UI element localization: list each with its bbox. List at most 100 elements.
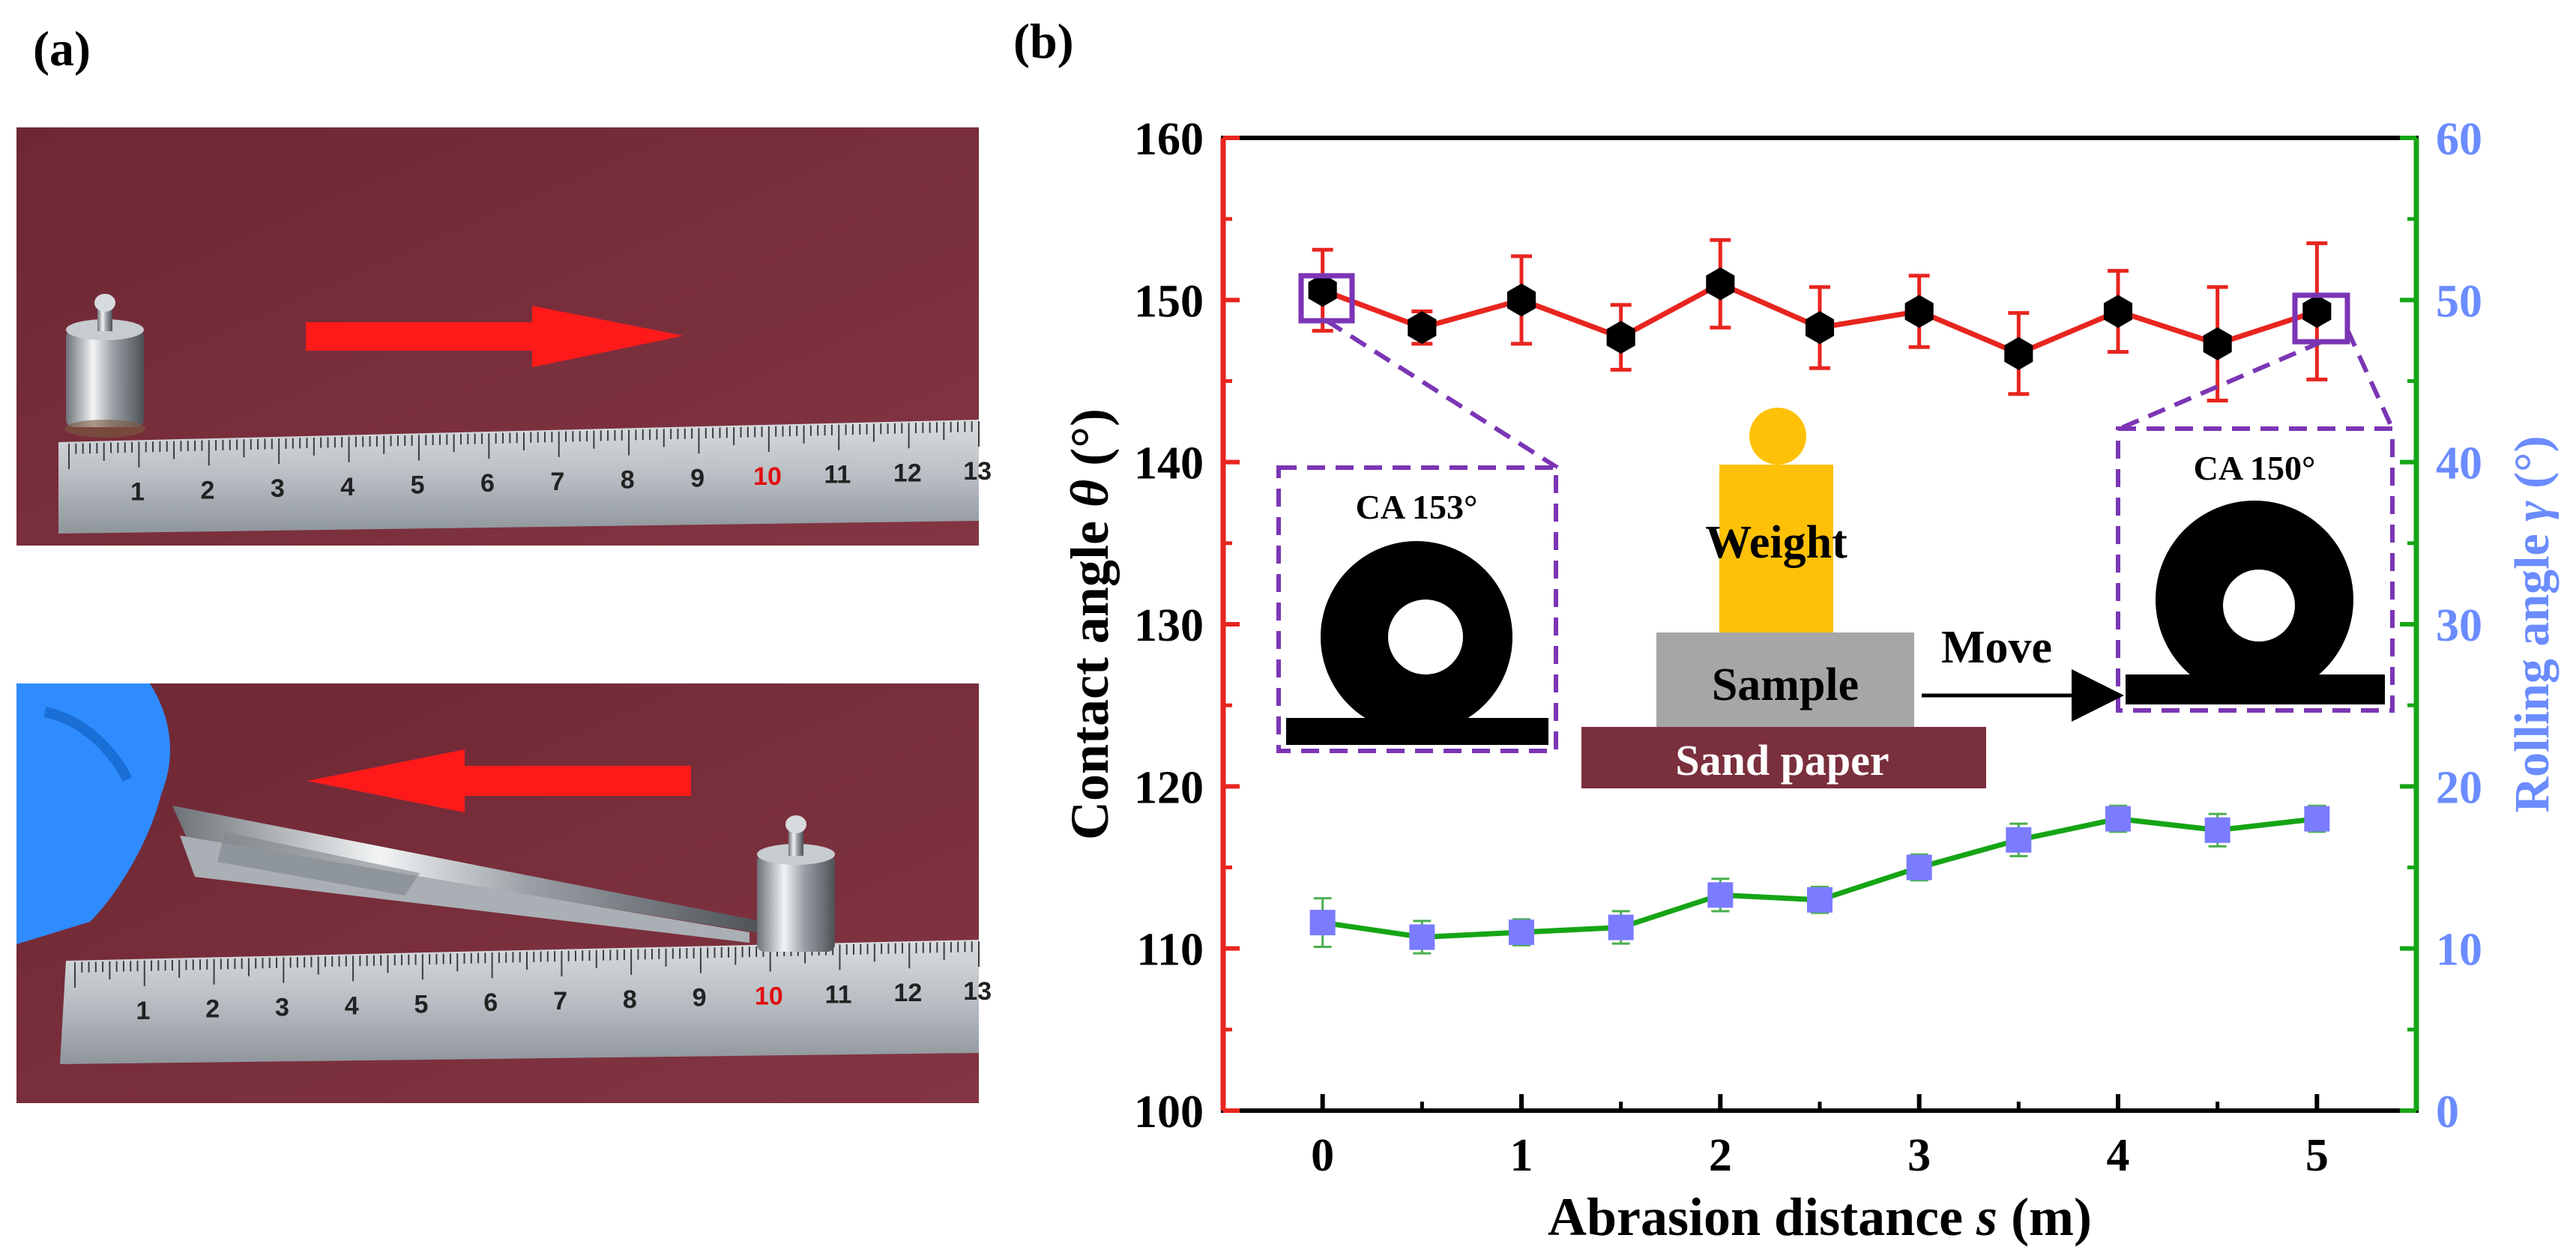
glove: [16, 683, 170, 944]
y-left-tick-label: 150: [1134, 276, 1204, 327]
ruler-number: 6: [480, 469, 495, 498]
data-point: [1706, 267, 1735, 301]
ruler-number: 9: [690, 464, 705, 492]
inset-left: CA 153°: [1276, 318, 1559, 753]
data-point: [1509, 920, 1534, 946]
ruler-number: 2: [200, 476, 214, 504]
data-point: [2204, 817, 2230, 843]
y-right-tick-label: 10: [2436, 925, 2482, 976]
ruler-number: 8: [621, 466, 635, 495]
panel-a-label: (a): [33, 22, 91, 76]
data-point: [1608, 914, 1634, 941]
ruler-number: 12: [893, 979, 922, 1007]
tweezers: [172, 806, 764, 943]
data-point: [1805, 311, 1835, 345]
data-point: [1904, 295, 1934, 328]
ruler-number: 7: [550, 468, 564, 496]
ruler-number: 5: [414, 990, 429, 1018]
data-point: [1807, 887, 1833, 913]
y-left-tick-label: 110: [1136, 925, 1204, 976]
ruler-number: 4: [345, 991, 359, 1020]
y-right-tick-label: 30: [2436, 600, 2482, 651]
x-tick-label: 5: [2305, 1130, 2329, 1181]
arrow-right: [306, 306, 684, 367]
ruler-number: 1: [136, 997, 150, 1025]
data-point: [2203, 327, 2232, 360]
abrasion-schematic: Weight Sample Sand paper Move: [1581, 408, 2124, 788]
y-left-axis-title: Contact angle θ (°): [1060, 408, 1120, 840]
droplet-right: [2126, 501, 2385, 704]
data-point: [2103, 295, 2133, 328]
y-left-tick-label: 130: [1134, 600, 1204, 651]
data-point: [2302, 295, 2332, 328]
sand-paper-label: Sand paper: [1675, 736, 1889, 785]
x-tick-label: 3: [1907, 1130, 1931, 1181]
weight-bottom: [757, 815, 835, 952]
panel-b-label: (b): [1013, 14, 1074, 69]
sand-paper-block: [1581, 727, 1986, 788]
inset-right-label: CA 150°: [2194, 449, 2316, 487]
series-contact-angle: [1308, 238, 2332, 402]
ruler-bottom: 1 2 3 4 5 6 7 8 9 10 11 12 13: [60, 940, 992, 1064]
y-right-tick-label: 50: [2436, 276, 2482, 327]
x-tick-label: 1: [1510, 1130, 1533, 1181]
y-right-axis-title: Rolling angle γ (°): [2505, 435, 2560, 812]
inset-left-label: CA 153°: [1356, 488, 1478, 526]
data-point: [1408, 311, 1437, 345]
data-point: [1308, 274, 1337, 307]
data-point: [1506, 283, 1536, 317]
inset-right: CA 150°: [2116, 328, 2395, 713]
ruler-number: 7: [553, 987, 567, 1015]
ruler-number: 10: [753, 462, 782, 491]
arrow-left: [307, 749, 691, 812]
ruler-number: 3: [275, 994, 289, 1022]
y-right-tick-label: 60: [2436, 114, 2482, 165]
ruler-number: 11: [824, 461, 851, 489]
sample-block: [1656, 632, 1914, 727]
y-right-tick-label: 40: [2436, 438, 2482, 489]
ruler-number: 4: [340, 473, 355, 501]
data-point: [1409, 924, 1435, 950]
ruler-number: 3: [271, 474, 285, 503]
x-tick-label: 2: [1709, 1130, 1732, 1181]
data-point: [1906, 854, 1932, 881]
ruler-number: 2: [205, 995, 220, 1024]
x-axis-title: Abrasion distance s (m): [1548, 1187, 2092, 1247]
ruler-number: 8: [623, 985, 637, 1014]
x-tick-label: 4: [2107, 1130, 2130, 1181]
y-right-tick-label: 0: [2436, 1087, 2459, 1138]
series-rolling-angle: [1309, 804, 2330, 955]
ruler-number: 12: [893, 459, 922, 487]
photo-bottom: 1 2 3 4 5 6 7 8 9 10 11 12 13: [16, 683, 992, 1103]
x-tick-label: 0: [1311, 1130, 1334, 1181]
y-right-tick-label: 20: [2436, 762, 2482, 813]
weight-label: Weight: [1705, 517, 1847, 568]
series-line: [1322, 816, 2317, 941]
data-point: [1707, 882, 1734, 908]
ruler-number: 6: [483, 988, 498, 1017]
y-left-tick-label: 120: [1134, 762, 1204, 813]
y-left-tick-label: 140: [1134, 438, 1204, 489]
ruler-number: 13: [963, 977, 992, 1006]
ruler-number: 5: [411, 471, 425, 500]
data-point: [1309, 910, 1336, 936]
y-left-tick-label: 100: [1134, 1087, 1204, 1138]
data-point: [2006, 827, 2032, 853]
ruler-number: 1: [130, 478, 145, 507]
ruler-number: 9: [693, 984, 707, 1012]
ruler-top: 1 2 3 4 5 6 7 8 9 10 11 12 13: [58, 420, 992, 534]
data-point: [2105, 806, 2131, 832]
weight-knob: [1749, 408, 1806, 465]
photo-top: 1 2 3 4 5 6 7 8 9 10 11 12 13: [16, 127, 992, 546]
data-point: [2004, 336, 2033, 370]
weight-top: [64, 294, 145, 438]
ruler-number: 10: [755, 982, 783, 1011]
ruler-number: 11: [825, 980, 852, 1009]
ruler-number: 13: [963, 457, 992, 486]
droplet-left: [1286, 541, 1548, 745]
data-point: [2304, 806, 2330, 832]
data-point: [1606, 321, 1635, 354]
weight-block: [1719, 465, 1833, 632]
y-left-tick-label: 160: [1134, 114, 1204, 165]
